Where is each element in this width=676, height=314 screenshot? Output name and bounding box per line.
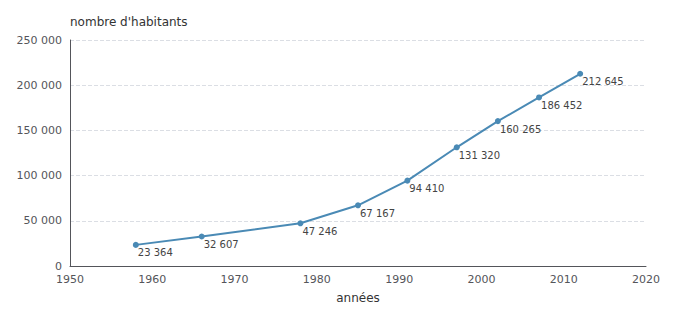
svg-text:1960: 1960 (138, 273, 166, 286)
svg-text:100 000: 100 000 (17, 169, 63, 182)
svg-text:32 607: 32 607 (204, 239, 239, 250)
svg-text:94 410: 94 410 (409, 183, 444, 194)
svg-text:années: années (336, 291, 380, 305)
svg-text:2010: 2010 (550, 273, 578, 286)
svg-text:160 265: 160 265 (500, 124, 541, 135)
svg-text:67 167: 67 167 (360, 208, 395, 219)
svg-text:212 645: 212 645 (582, 76, 623, 87)
svg-text:250 000: 250 000 (17, 34, 63, 47)
svg-text:186 452: 186 452 (541, 100, 582, 111)
svg-text:2020: 2020 (632, 273, 660, 286)
svg-text:150 000: 150 000 (17, 124, 63, 137)
svg-text:1950: 1950 (56, 273, 84, 286)
svg-text:1980: 1980 (303, 273, 331, 286)
svg-text:0: 0 (55, 260, 62, 273)
svg-text:23 364: 23 364 (138, 247, 173, 258)
svg-text:1990: 1990 (385, 273, 413, 286)
svg-text:2000: 2000 (467, 273, 495, 286)
svg-text:1970: 1970 (221, 273, 249, 286)
svg-text:50 000: 50 000 (24, 214, 63, 227)
svg-text:200 000: 200 000 (17, 79, 63, 92)
svg-text:131 320: 131 320 (459, 150, 500, 161)
svg-text:nombre d'habitants: nombre d'habitants (70, 15, 188, 29)
svg-text:47 246: 47 246 (302, 226, 337, 237)
